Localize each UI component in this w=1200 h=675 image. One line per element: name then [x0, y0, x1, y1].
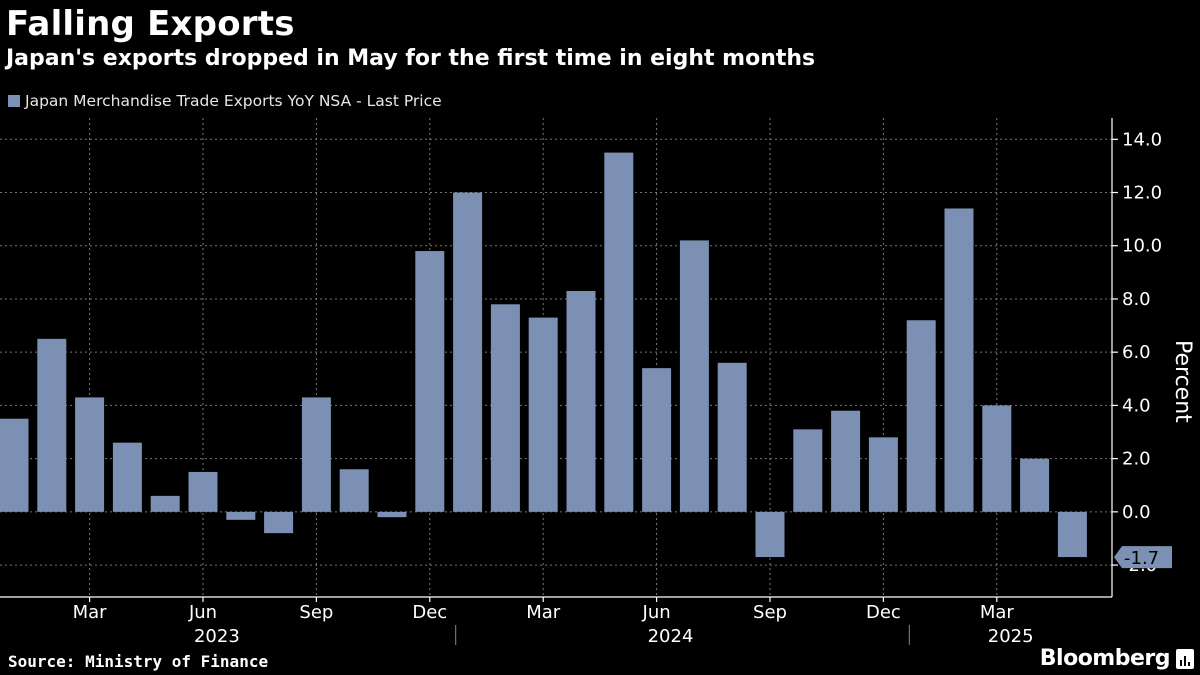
year-label: 2025: [988, 626, 1034, 647]
bar: [188, 471, 218, 512]
bar: [150, 495, 180, 512]
x-tick-label: Dec: [412, 602, 447, 623]
bar: [642, 368, 672, 512]
bar: [868, 437, 898, 512]
bar: [264, 511, 294, 534]
y-tick-label: 2.0: [1122, 449, 1151, 470]
bar: [453, 192, 483, 512]
y-tick-label: 12.0: [1122, 183, 1162, 204]
bar: [112, 442, 142, 512]
year-label: 2023: [194, 626, 240, 647]
bar: [831, 410, 861, 512]
x-tick-label: Jun: [642, 602, 671, 623]
x-tick-label: Sep: [753, 602, 787, 623]
chart-subtitle: Japan's exports dropped in May for the f…: [6, 46, 816, 71]
bar: [604, 152, 634, 512]
chart-title: Falling Exports: [6, 4, 295, 44]
bar: [37, 338, 67, 512]
bar: [566, 290, 596, 512]
y-tick-label: 6.0: [1122, 342, 1151, 363]
bar: [982, 405, 1012, 512]
legend-swatch: [8, 95, 20, 107]
bar: [490, 304, 520, 512]
bar: [75, 397, 105, 512]
year-label: 2024: [648, 626, 694, 647]
x-tick-label: Mar: [526, 602, 561, 623]
bar: [528, 317, 558, 512]
bloomberg-chart-icon: [1176, 649, 1194, 669]
x-tick-label: Dec: [866, 602, 901, 623]
bar: [1020, 458, 1050, 512]
y-axis-label: Percent: [1170, 340, 1195, 423]
source-note: Source: Ministry of Finance: [8, 652, 269, 671]
bar: [339, 469, 369, 512]
x-tick-label: Sep: [299, 602, 333, 623]
bar: [755, 511, 785, 558]
bar: [793, 429, 823, 512]
bar: [944, 208, 974, 512]
y-tick-label: 10.0: [1122, 236, 1162, 257]
x-tick-label: Mar: [73, 602, 108, 623]
brand-logo: Bloomberg: [1039, 646, 1171, 671]
y-tick-label: 14.0: [1122, 129, 1162, 150]
bar: [226, 511, 256, 520]
bar: [679, 240, 709, 512]
y-tick-label: 0.0: [1122, 502, 1151, 523]
bar: [717, 362, 747, 512]
x-tick-label: Jun: [188, 602, 217, 623]
last-value-label: -1.7: [1124, 548, 1159, 569]
bar: [906, 320, 936, 512]
bar: [415, 251, 445, 512]
y-tick-label: 8.0: [1122, 289, 1151, 310]
bar: [377, 511, 407, 518]
bar: [301, 397, 331, 512]
bar: [0, 418, 29, 512]
x-tick-label: Mar: [980, 602, 1015, 623]
last-value-marker: [1114, 546, 1172, 569]
y-tick-label: 4.0: [1122, 395, 1151, 416]
legend-label: Japan Merchandise Trade Exports YoY NSA …: [25, 92, 442, 110]
legend: Japan Merchandise Trade Exports YoY NSA …: [8, 92, 442, 110]
bar: [1057, 511, 1087, 558]
